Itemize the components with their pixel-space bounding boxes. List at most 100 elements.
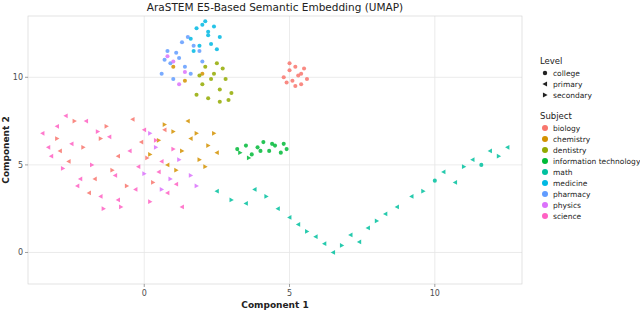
chart-svg: 05100510Component 1Component 2AraSTEM E5… [0, 0, 640, 312]
legend-label: biology [553, 124, 581, 133]
chart-title: AraSTEM E5-Based Semantic Embedding (UMA… [147, 1, 403, 13]
scatter-point [180, 40, 184, 44]
legend-swatch [542, 158, 548, 164]
scatter-point [87, 191, 91, 196]
scatter-point [156, 169, 160, 174]
scatter-point [285, 147, 289, 151]
legend-label: pharmacy [553, 190, 591, 199]
scatter-point [116, 154, 120, 159]
scatter-point [78, 177, 82, 182]
y-grid-line [28, 77, 522, 78]
scatter-point [305, 77, 309, 81]
legend-swatch [542, 202, 548, 208]
x-tick [289, 284, 290, 287]
scatter-point [61, 166, 65, 171]
scatter-point [279, 151, 283, 155]
scatter-point [218, 100, 222, 104]
scatter-point [171, 147, 175, 152]
y-tick [25, 77, 28, 78]
scatter-point [214, 150, 218, 155]
scatter-point [185, 119, 189, 124]
x-grid-line [289, 16, 290, 284]
scatter-point [453, 180, 457, 185]
scatter-point [81, 145, 85, 150]
scatter-point [192, 49, 196, 53]
legend-title: Level [540, 56, 562, 66]
scatter-point [165, 162, 169, 167]
scatter-point [479, 163, 483, 167]
scatter-point [212, 24, 216, 28]
scatter-point [215, 47, 219, 51]
legend-label: chemistry [553, 135, 591, 144]
legend-swatch [542, 169, 548, 175]
y-tick [25, 252, 28, 253]
scatter-point [116, 198, 120, 203]
scatter-point [55, 136, 59, 141]
scatter-point [130, 117, 134, 122]
scatter-point [198, 157, 202, 162]
scatter-point [209, 77, 213, 81]
scatter-point [119, 205, 123, 210]
scatter-point [224, 77, 228, 81]
y-grid-line [28, 164, 522, 165]
scatter-point [197, 44, 201, 48]
scatter-point [421, 189, 425, 194]
scatter-point [200, 23, 204, 27]
scatter-point [218, 35, 222, 39]
scatter-point [186, 35, 190, 39]
scatter-point [177, 82, 181, 86]
x-axis-title: Component 1 [241, 300, 308, 310]
scatter-point [183, 70, 187, 74]
scatter-point [105, 124, 109, 129]
scatter-point [160, 187, 164, 192]
scatter-point [160, 72, 164, 76]
scatter-point [168, 177, 172, 182]
scatter-point [102, 206, 106, 211]
legend-swatch [542, 191, 548, 197]
legend-swatch [542, 147, 548, 153]
legend-marker [543, 92, 548, 97]
scatter-point [282, 142, 286, 146]
scatter-point [462, 164, 466, 169]
scatter-point [92, 177, 96, 182]
scatter-point [197, 74, 201, 78]
legend-marker [542, 81, 547, 86]
scatter-point [110, 168, 114, 173]
scatter-point [203, 65, 207, 69]
y-tick-label: 10 [13, 73, 23, 82]
scatter-point [238, 150, 242, 155]
scatter-point [139, 140, 143, 145]
scatter-point [163, 122, 167, 127]
x-grid-line [434, 16, 435, 284]
scatter-point [189, 173, 193, 178]
scatter-point [177, 157, 181, 162]
scatter-point [215, 61, 219, 65]
scatter-point [366, 226, 370, 231]
scatter-point [49, 154, 53, 159]
scatter-point [148, 152, 152, 157]
scatter-point [195, 93, 199, 97]
scatter-point [171, 60, 175, 64]
scatter-point [302, 67, 306, 71]
scatter-point [299, 82, 303, 86]
legend-label: primary [553, 80, 583, 89]
legend-label: physics [553, 201, 581, 210]
scatter-point [247, 155, 251, 160]
scatter-point [206, 96, 210, 100]
legend-title: Subject [540, 111, 572, 121]
scatter-point [488, 148, 492, 153]
scatter-point [163, 58, 167, 62]
scatter-point [433, 179, 437, 183]
scatter-point [180, 148, 184, 153]
scatter-point [395, 205, 399, 210]
scatter-point [174, 182, 178, 187]
x-tick-label: 10 [430, 289, 440, 298]
scatter-point [99, 136, 103, 141]
scatter-point [293, 84, 297, 88]
scatter-point [171, 77, 175, 81]
scatter-point [270, 142, 274, 146]
scatter-point [244, 144, 248, 148]
scatter-point [171, 65, 175, 69]
scatter-point [165, 191, 169, 196]
scatter-point [171, 129, 175, 134]
